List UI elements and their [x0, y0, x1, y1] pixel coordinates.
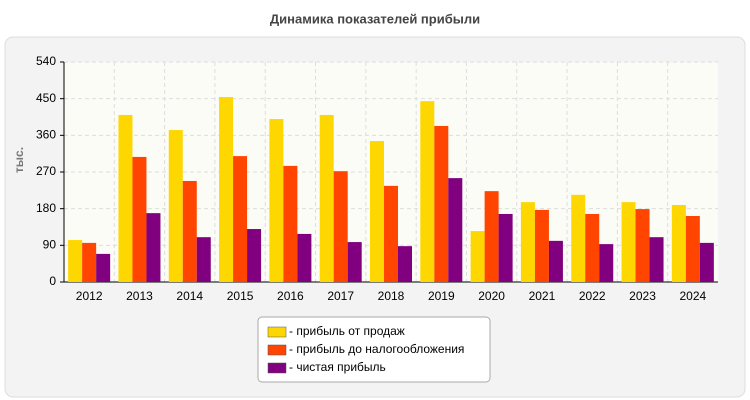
bar — [283, 165, 298, 282]
bar — [247, 229, 262, 282]
x-tick-label: 2016 — [277, 289, 304, 303]
bar — [132, 156, 147, 282]
bar — [398, 246, 412, 282]
bar — [146, 213, 161, 282]
y-tick-label: 540 — [36, 54, 56, 68]
bar — [319, 114, 334, 283]
bar — [671, 205, 686, 282]
bar — [68, 240, 83, 282]
bar — [370, 141, 384, 282]
bar — [420, 101, 435, 282]
y-tick-label: 360 — [36, 128, 56, 142]
bar — [219, 97, 234, 282]
bar — [534, 209, 549, 282]
bar — [269, 119, 284, 282]
bar — [333, 171, 348, 282]
x-tick-label: 2021 — [529, 289, 556, 303]
bar — [297, 233, 312, 282]
legend-swatch — [267, 326, 287, 338]
bar — [699, 242, 714, 282]
x-tick-label: 2013 — [126, 289, 153, 303]
x-tick-label: 2017 — [327, 289, 354, 303]
bar — [635, 209, 650, 282]
x-tick-label: 2023 — [629, 289, 656, 303]
legend-label: - прибыль до налогообложения — [289, 342, 464, 356]
legend — [257, 316, 491, 383]
bar — [96, 253, 111, 282]
y-axis-label: тыс. — [12, 147, 26, 173]
x-tick-label: 2020 — [478, 289, 505, 303]
bar — [571, 194, 586, 282]
bar — [599, 244, 614, 282]
bar — [621, 202, 636, 282]
bar — [434, 125, 449, 283]
bar — [384, 185, 398, 282]
x-tick-label: 2022 — [579, 289, 606, 303]
x-tick-label: 2019 — [428, 289, 455, 303]
x-tick-label: 2024 — [679, 289, 706, 303]
legend-swatch — [267, 362, 287, 374]
bar — [118, 114, 133, 283]
bar — [233, 156, 248, 282]
x-tick-label: 2014 — [176, 289, 203, 303]
bar — [196, 237, 211, 282]
bar — [585, 213, 600, 282]
legend-label: - чистая прибыль — [289, 360, 386, 374]
y-tick-label: 90 — [43, 238, 57, 252]
bar — [520, 202, 535, 282]
x-tick-label: 2012 — [76, 289, 103, 303]
bar — [448, 178, 463, 282]
y-tick-label: 270 — [36, 164, 56, 178]
bar — [498, 213, 513, 282]
bar — [168, 130, 183, 282]
x-tick-label: 2018 — [378, 289, 405, 303]
legend-swatch — [267, 344, 287, 356]
y-tick-label: 180 — [36, 201, 56, 215]
bar — [82, 242, 97, 282]
x-tick-label: 2015 — [227, 289, 254, 303]
bar — [649, 237, 664, 282]
bar — [347, 242, 362, 282]
bar — [548, 240, 563, 282]
chart-title: Динамика показателей прибыли — [270, 11, 480, 26]
y-tick-label: 0 — [49, 274, 56, 288]
bar — [470, 231, 485, 282]
bar — [685, 216, 700, 282]
y-tick-label: 450 — [36, 91, 56, 105]
bar — [484, 191, 499, 282]
bar — [182, 180, 197, 282]
legend-label: - прибыль от продаж — [289, 324, 405, 338]
